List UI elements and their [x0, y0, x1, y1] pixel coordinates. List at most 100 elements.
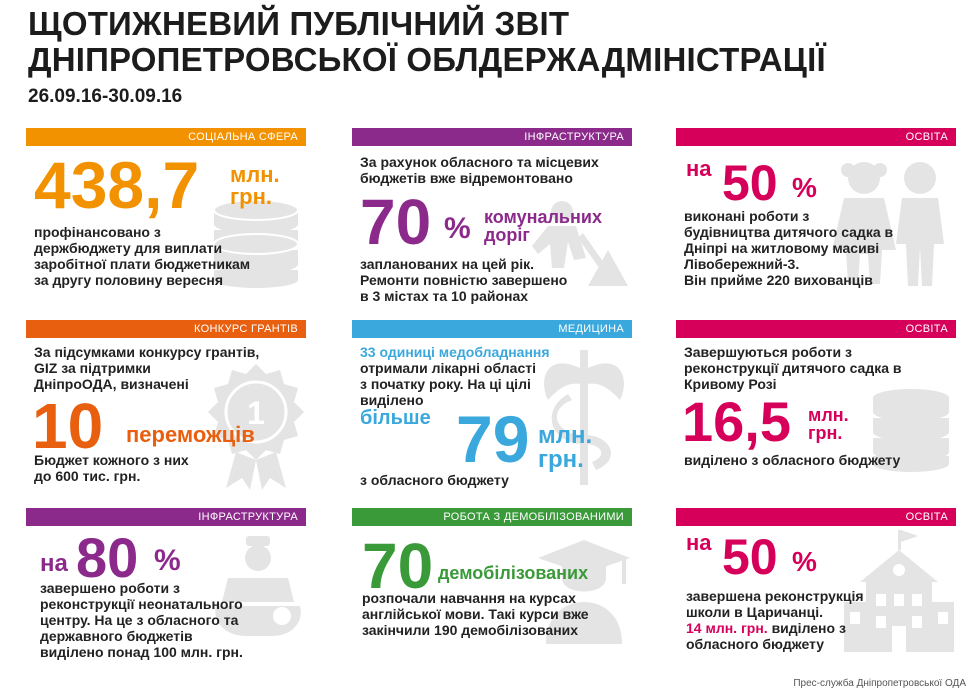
percent-sign: % [792, 546, 817, 577]
text-line: реконструкції неонатального [40, 596, 243, 612]
prefix-on: на [686, 530, 712, 555]
amount-number: 16,5 [682, 390, 791, 453]
text-line: англійської мови. Такі курси вже [362, 606, 589, 622]
text-line: в 3 містах та 10 районах [360, 288, 529, 304]
amount-number: 438,7 [34, 148, 200, 222]
percent-number: 80 [76, 526, 139, 589]
medicine-tail: з обласного бюджету [360, 472, 509, 488]
text-line: Завершуються роботи з [684, 344, 852, 360]
medal-icon: 1 [208, 364, 304, 490]
school-text: завершена реконструкція школи в Царичанц… [686, 588, 864, 652]
text-line: Бюджет кожного з них [34, 452, 189, 468]
text-line: закінчили 190 демобілізованих [362, 622, 579, 638]
panel-social: СОЦІАЛЬНА СФЕРА 438,7 млн. грн. профінан… [26, 128, 306, 298]
title-line-2: ДНІПРОПЕТРОВСЬКОЇ ОБЛДЕРЖАДМІНІСТРАЦІЇ [28, 41, 826, 78]
page-title: ЩОТИЖНЕВИЙ ПУБЛІЧНИЙ ЗВІТ ДНІПРОПЕТРОВСЬ… [28, 6, 826, 78]
amount-unit-1: млн. [808, 405, 849, 425]
text-line: Лівобережний-3. [684, 256, 800, 272]
percent-sign: % [154, 544, 181, 577]
amount-unit-1: млн. [230, 162, 280, 187]
percent-number: 70 [360, 186, 432, 258]
title-line-1: ЩОТИЖНЕВИЙ ПУБЛІЧНИЙ ЗВІТ [28, 5, 570, 42]
coins-stack-icon [873, 389, 949, 472]
grants-intro: За підсумками конкурсу грантів, GIZ за п… [34, 344, 259, 392]
winners-word: переможців [126, 422, 255, 447]
text-line: завершена реконструкція [686, 588, 864, 604]
demobilized-text: розпочали навчання на курсах англійської… [362, 590, 589, 638]
text-line: з початку року. На ці цілі [360, 376, 531, 392]
percent-number: 50 [722, 529, 778, 585]
text-line: державного бюджетів [40, 628, 193, 644]
text-line: Він прийме 220 вихованців [684, 272, 873, 288]
text-line: будівництва дитячого садка в [684, 224, 894, 240]
category-bar: ІНФРАСТРУКТУРА [352, 128, 632, 146]
after-highlight: виділено з [767, 620, 846, 636]
panel-infrastructure-neonatal: ІНФРАСТРУКТУРА на 80 % завершено роботи … [26, 508, 306, 678]
text-line: GIZ за підтримки [34, 360, 151, 376]
text-line: запланованих на цей рік. [360, 256, 535, 272]
roads-word-2: доріг [484, 225, 530, 245]
text-line: обласного бюджету [686, 636, 825, 652]
coins-stack-icon [213, 199, 299, 288]
text-line: ДніпроОДА, визначені [34, 376, 189, 392]
prefix-on: на [40, 550, 68, 577]
more-word: більше [360, 407, 431, 429]
text-line: центру. На це з обласного та [40, 612, 239, 628]
road-worker-icon [532, 201, 628, 286]
category-bar: ОСВІТА [676, 320, 956, 338]
roads-intro: За рахунок обласного та місцевих бюджеті… [360, 154, 599, 186]
amount-unit-2: грн. [538, 446, 584, 473]
text-line: Дніпрі на житловому масиві [684, 240, 880, 256]
medicine-text: отримали лікарні області з початку року.… [360, 360, 536, 408]
text-line: за другу половину вересня [34, 272, 224, 288]
equipment-count: 33 одиниці медобладнання [360, 344, 550, 360]
demobilized-word: демобілізованих [438, 563, 589, 583]
panel-infrastructure-roads: ІНФРАСТРУКТУРА За рахунок обласного та м… [352, 128, 632, 304]
doctor-icon [215, 536, 301, 636]
text-line: Ремонти повністю завершено [360, 272, 568, 288]
category-bar: ОСВІТА [676, 508, 956, 526]
highlight-amount: 14 млн. грн. [686, 620, 768, 636]
category-bar: ОСВІТА [676, 128, 956, 146]
neonatal-text: завершено роботи з реконструкції неоната… [40, 580, 243, 660]
text-line: 14 млн. грн. виділено з [686, 620, 864, 636]
text-line: За підсумками конкурсу грантів, [34, 344, 260, 360]
demobilized-number: 70 [362, 530, 434, 602]
category-bar: ІНФРАСТРУКТУРА [26, 508, 306, 526]
panel-education-kindergarten: ОСВІТА на 50 % виконані роботи з будівни… [676, 128, 956, 298]
category-bar: СОЦІАЛЬНА СФЕРА [26, 128, 306, 146]
kryvyi-rih-tail: виділено з обласного бюджету [684, 452, 901, 468]
text-line: до 600 тис. грн. [34, 468, 141, 484]
percent-number: 50 [722, 155, 778, 211]
text-line: заробітної плати бюджетникам [34, 256, 251, 272]
text-line: завершено роботи з [40, 580, 180, 596]
text-line: За рахунок обласного та місцевих [360, 154, 599, 170]
text-line: Кривому Розі [684, 376, 777, 392]
panel-demobilized: РОБОТА З ДЕМОБІЛІЗОВАНИМИ 70 демобілізов… [352, 508, 632, 678]
category-bar: КОНКУРС ГРАНТІВ [26, 320, 306, 338]
text-line: виділено [360, 392, 424, 408]
panel-education-kryvyi-rih: ОСВІТА Завершуються роботи з реконструкц… [676, 320, 956, 490]
panel-grants: КОНКУРС ГРАНТІВ 1 За підсумками конкурсу… [26, 320, 306, 490]
kryvyi-rih-intro: Завершуються роботи з реконструкції дитя… [684, 344, 902, 392]
text-line: виділено понад 100 млн. грн. [40, 644, 243, 660]
text-line: виконані роботи з [684, 208, 810, 224]
kindergarten-text: виконані роботи з будівництва дитячого с… [684, 208, 893, 288]
children-icon [832, 162, 944, 286]
category-bar: МЕДИЦИНА [352, 320, 632, 338]
text-line: профінансовано з [34, 224, 161, 240]
report-dates: 26.09.16-30.09.16 [28, 86, 183, 107]
percent-sign: % [792, 172, 817, 203]
text-line: розпочали навчання на курсах [362, 590, 576, 606]
amount-unit-2: грн. [808, 423, 843, 443]
grants-text: Бюджет кожного з них до 600 тис. грн. [34, 452, 189, 484]
social-text: профінансовано з держбюджету для виплати… [34, 224, 250, 288]
panel-education-school: ОСВІТА на 50 % завершена реконструкція ш… [676, 508, 956, 678]
text-line: держбюджету для виплати [34, 240, 223, 256]
panel-medicine: МЕДИЦИНА 33 одиниці медобладнання отрима… [352, 320, 632, 490]
footer-credit: Прес-служба Дніпропетровської ОДА [793, 678, 966, 689]
medal-number: 1 [247, 395, 265, 431]
winners-number: 10 [32, 390, 104, 462]
text-line: реконструкції дитячого садка в [684, 360, 902, 376]
caduceus-icon [544, 350, 624, 485]
